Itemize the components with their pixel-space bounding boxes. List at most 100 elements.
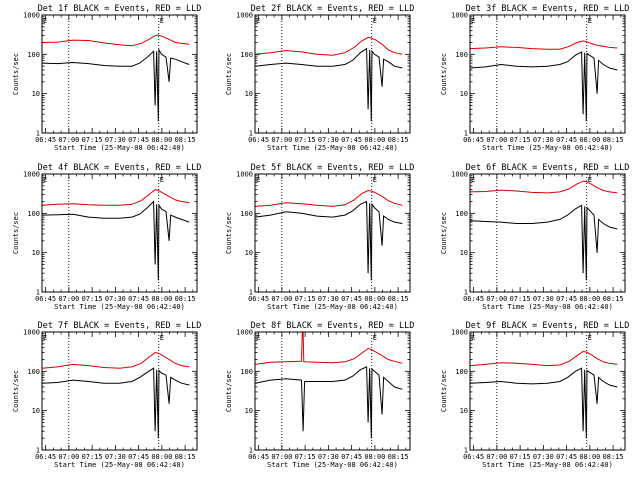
x-tick-label: 07:45 <box>341 453 362 461</box>
x-axis-label: Start Time (25-May-08 06:42:40) <box>482 303 613 311</box>
x-tick-label: 07:45 <box>556 453 577 461</box>
marker-label: E <box>588 176 592 184</box>
y-tick-label: 1 <box>36 447 40 455</box>
x-tick-label: 06:45 <box>248 453 269 461</box>
y-tick-label: 1000 <box>23 171 40 179</box>
marker-label: E <box>471 334 475 342</box>
panel-title: Det 8f BLACK = Events, RED = LLD <box>251 321 415 331</box>
x-tick-label: 07:45 <box>128 453 149 461</box>
x-axis-label: Start Time (25-May-08 06:42:40) <box>54 144 185 152</box>
marker-label: E <box>373 17 377 25</box>
x-tick-label: 06:45 <box>35 136 56 144</box>
y-tick-label: 100 <box>27 51 40 59</box>
x-tick-label: 08:15 <box>603 295 624 303</box>
detector-panel: Det 6f BLACK = Events, RED = LLD E E 1 10 100… <box>440 163 629 311</box>
detector-panel: Det 8f BLACK = Events, RED = LLD E E 1 10 100… <box>225 321 414 469</box>
lld-series-line <box>470 40 618 50</box>
y-tick-label: 1 <box>464 130 468 138</box>
panel-title: Det 7f BLACK = Events, RED = LLD <box>38 321 202 331</box>
x-axis-label: Start Time (25-May-08 06:42:40) <box>482 144 613 152</box>
x-tick-label: 07:00 <box>271 453 292 461</box>
x-tick-label: 07:00 <box>486 136 507 144</box>
x-tick-label: 07:15 <box>295 295 316 303</box>
y-axis-label: Counts/sec <box>12 370 20 412</box>
y-tick-label: 100 <box>240 368 253 376</box>
events-series-line <box>255 200 403 281</box>
marker-label: E <box>373 176 377 184</box>
x-tick-label: 07:45 <box>341 136 362 144</box>
x-tick-label: 06:45 <box>463 136 484 144</box>
y-axis-label: Counts/sec <box>440 370 448 412</box>
y-tick-label: 1000 <box>23 329 40 337</box>
y-tick-label: 100 <box>240 210 253 218</box>
y-tick-label: 10 <box>460 90 468 98</box>
x-tick-label: 07:30 <box>533 136 554 144</box>
x-tick-label: 07:30 <box>105 453 126 461</box>
x-tick-label: 08:00 <box>579 453 600 461</box>
y-tick-label: 10 <box>245 249 253 257</box>
lld-series-line <box>470 180 618 194</box>
plot-frame <box>469 14 626 134</box>
x-tick-label: 08:15 <box>175 295 196 303</box>
y-tick-label: 10 <box>245 90 253 98</box>
y-tick-label: 1000 <box>236 12 253 20</box>
x-tick-label: 08:15 <box>388 453 409 461</box>
x-tick-label: 07:30 <box>105 295 126 303</box>
x-tick-label: 07:15 <box>510 136 531 144</box>
x-tick-label: 07:15 <box>82 453 103 461</box>
events-series-line <box>470 204 618 281</box>
x-tick-label: 08:15 <box>603 136 624 144</box>
x-tick-label: 08:15 <box>603 453 624 461</box>
y-tick-label: 1000 <box>451 171 468 179</box>
x-tick-label: 08:15 <box>388 136 409 144</box>
y-axis-label: Counts/sec <box>440 53 448 95</box>
plot-frame <box>254 14 411 134</box>
x-tick-label: 07:30 <box>318 295 339 303</box>
panel-title: Det 6f BLACK = Events, RED = LLD <box>466 163 630 173</box>
marker-label: E <box>256 176 260 184</box>
x-axis-label: Start Time (25-May-08 06:42:40) <box>267 144 398 152</box>
x-tick-label: 08:00 <box>364 136 385 144</box>
x-axis-label: Start Time (25-May-08 06:42:40) <box>267 461 398 469</box>
x-tick-label: 08:00 <box>151 295 172 303</box>
panel-title: Det 4f BLACK = Events, RED = LLD <box>38 163 202 173</box>
x-tick-label: 07:45 <box>556 295 577 303</box>
x-tick-label: 07:30 <box>533 295 554 303</box>
events-series-line <box>255 47 403 122</box>
x-tick-label: 07:45 <box>341 295 362 303</box>
y-tick-label: 100 <box>455 210 468 218</box>
detector-panel: Det 1f BLACK = Events, RED = LLD E E 1 10 100… <box>12 4 201 152</box>
events-series-line <box>42 200 190 281</box>
x-tick-label: 07:30 <box>318 453 339 461</box>
y-tick-label: 1 <box>36 289 40 297</box>
x-tick-label: 08:00 <box>364 453 385 461</box>
y-tick-label: 100 <box>27 210 40 218</box>
y-tick-label: 10 <box>32 90 40 98</box>
lld-series-line <box>255 189 403 207</box>
y-tick-label: 1 <box>36 130 40 138</box>
x-axis-label: Start Time (25-May-08 06:42:40) <box>54 461 185 469</box>
x-tick-label: 07:15 <box>510 295 531 303</box>
x-tick-label: 08:15 <box>175 136 196 144</box>
marker-label: E <box>471 17 475 25</box>
events-series-line <box>42 47 190 122</box>
x-tick-label: 08:00 <box>151 453 172 461</box>
y-tick-label: 1 <box>464 289 468 297</box>
y-tick-label: 1000 <box>23 12 40 20</box>
lld-series-line <box>255 36 403 56</box>
detector-panel: Det 2f BLACK = Events, RED = LLD E E 1 10 100… <box>225 4 414 152</box>
x-tick-label: 06:45 <box>248 295 269 303</box>
detector-panel: Det 9f BLACK = Events, RED = LLD E E 1 10 100… <box>440 321 629 469</box>
y-tick-label: 1 <box>464 447 468 455</box>
x-tick-label: 07:45 <box>128 136 149 144</box>
y-tick-label: 1 <box>249 447 253 455</box>
x-axis-label: Start Time (25-May-08 06:42:40) <box>482 461 613 469</box>
x-tick-label: 07:00 <box>58 295 79 303</box>
y-tick-label: 100 <box>455 51 468 59</box>
y-tick-label: 10 <box>460 407 468 415</box>
x-tick-label: 08:00 <box>151 136 172 144</box>
x-tick-label: 08:00 <box>364 295 385 303</box>
y-axis-label: Counts/sec <box>225 53 233 95</box>
x-tick-label: 08:00 <box>579 136 600 144</box>
